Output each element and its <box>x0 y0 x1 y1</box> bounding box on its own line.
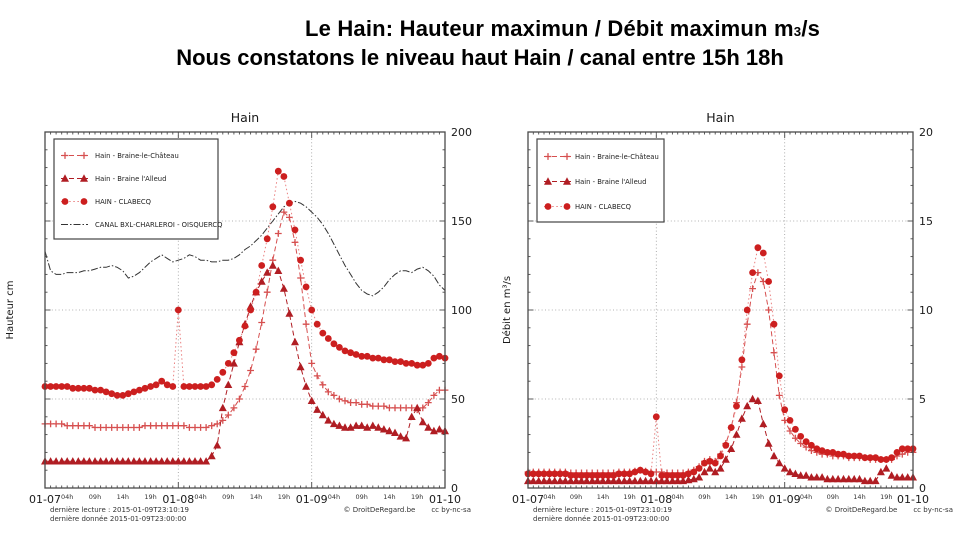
y-tick-label: 10 <box>919 304 933 317</box>
y-tick-label: 200 <box>451 126 472 139</box>
x-hour-label: 19h <box>623 493 635 501</box>
gridlines <box>528 132 913 488</box>
x-hour-label: 09h <box>570 493 582 501</box>
x-hour-label: 19h <box>278 493 290 501</box>
legend-label: Hain - Braine-le-Château <box>95 152 179 160</box>
series-hain-clabecq <box>41 167 449 399</box>
x-hour-label: 14h <box>117 493 129 501</box>
y-tick-label: 150 <box>451 215 472 228</box>
legend-item-hain-braine-l-alleud: Hain - Braine l'Alleud <box>544 177 646 186</box>
x-hour-label: 14h <box>597 493 609 501</box>
series-hain-braine-l-alleud <box>524 394 917 485</box>
license-text: cc by-nc-sa <box>913 506 953 514</box>
last-data-text: dernière donnée 2015-01-09T23:00:00 <box>533 514 670 523</box>
axis-ticks <box>44 131 446 489</box>
legend-label: Hain - Braine-le-Château <box>575 153 659 161</box>
slide-title-line1: Le Hain: Hauteur maximun / Débit maximun… <box>0 16 960 42</box>
y-axis-label: Hauteur cm <box>5 281 16 340</box>
x-hour-label: 14h <box>725 493 737 501</box>
x-hour-label: 09h <box>356 493 368 501</box>
x-day-label: 01-08 <box>162 493 194 506</box>
x-day-label: 01-07 <box>512 493 544 506</box>
legend: Hain - Braine-le-Château Hain - Braine l'… <box>536 138 665 223</box>
x-hour-label: 04h <box>800 493 812 501</box>
x-hour-label: 19h <box>880 493 892 501</box>
series-hain-braine-l-alleud <box>41 261 449 465</box>
axis-labels: 0 5 10 15 20 01-07 01-08 01-09 01-10 04h 09h 14h 19h… <box>512 126 933 506</box>
debit-chart-credits: © DroitDeRegard.be cc by-nc-sa <box>780 506 953 514</box>
legend-box <box>536 138 665 223</box>
x-hour-label: 04h <box>194 493 206 501</box>
slide-title: Le Hain: Hauteur maximun / Débit maximun… <box>0 16 960 71</box>
x-hour-label: 09h <box>698 493 710 501</box>
debit-chart-footnote: dernière lecture : 2015-01-09T23:10:19 d… <box>533 506 672 523</box>
slide-title-line2: Nous constatons le niveau haut Hain / ca… <box>176 45 784 70</box>
x-day-label: 01-09 <box>296 493 328 506</box>
legend-item-hain-clabecq: HAIN - CLABECQ <box>61 198 151 206</box>
legend-item-hain-clabecq: HAIN - CLABECQ <box>544 203 631 211</box>
x-hour-label: 19h <box>752 493 764 501</box>
title-text-a: Le Hain: Hauteur maximun / Débit maximun… <box>304 16 794 41</box>
y-tick-label: 20 <box>919 126 933 139</box>
x-hour-label: 09h <box>222 493 234 501</box>
y-tick-label: 0 <box>451 482 458 495</box>
legend-item-hain-braine-l-alleud: Hain - Braine l'Alleud <box>61 174 166 183</box>
series-hain-braine-le-ch-teau <box>524 269 917 477</box>
debit-chart: 0 5 10 15 20 01-07 01-08 01-09 01-10 04h 09h 14h 19h… <box>501 110 933 506</box>
copyright-text: © DroitDeRegard.be <box>343 506 416 514</box>
legend-item-hain-braine-le-ch-teau: Hain - Braine-le-Château <box>544 153 659 161</box>
hauteur-chart: 0 50 100 150 200 01-07 01-08 01-09 01-10 04h 09h 14… <box>5 110 472 506</box>
axis-ticks <box>527 131 914 489</box>
x-day-label: 01-07 <box>29 493 61 506</box>
x-hour-label: 04h <box>61 493 73 501</box>
x-hour-label: 04h <box>672 493 684 501</box>
x-hour-label: 09h <box>89 493 101 501</box>
legend-label: CANAL BXL-CHARLEROI - OISQUERCQ <box>95 221 222 229</box>
license-text: cc by-nc-sa <box>431 506 471 514</box>
series-hain-braine-le-ch-teau <box>41 208 449 431</box>
axis-labels: 0 50 100 150 200 01-07 01-08 01-09 01-10 04h 09h 14… <box>29 126 472 506</box>
x-hour-label: 19h <box>411 493 423 501</box>
last-reading-text: dernière lecture : 2015-01-09T23:10:19 <box>50 506 189 514</box>
x-hour-label: 04h <box>543 493 555 501</box>
y-tick-label: 0 <box>919 482 926 495</box>
y-tick-label: 5 <box>919 393 926 406</box>
x-day-label: 01-10 <box>897 493 929 506</box>
legend-item-hain-braine-le-ch-teau: Hain - Braine-le-Château <box>61 152 179 160</box>
x-hour-label: 19h <box>144 493 156 501</box>
copyright-text: © DroitDeRegard.be <box>825 506 898 514</box>
x-hour-label: 04h <box>328 493 340 501</box>
chart-title: Hain <box>706 110 734 125</box>
legend: Hain - Braine-le-Château Hain - Braine l'… <box>53 138 222 240</box>
x-day-label: 01-10 <box>429 493 461 506</box>
chart-title: Hain <box>231 110 259 125</box>
y-tick-label: 50 <box>451 393 465 406</box>
series-hain-clabecq <box>524 244 917 479</box>
x-hour-label: 09h <box>827 493 839 501</box>
y-tick-label: 100 <box>451 304 472 317</box>
legend-label: Hain - Braine l'Alleud <box>95 175 166 183</box>
legend-label: HAIN - CLABECQ <box>575 203 631 211</box>
legend-label: HAIN - CLABECQ <box>95 198 151 206</box>
x-hour-label: 14h <box>853 493 865 501</box>
last-data-text: dernière donnée 2015-01-09T23:00:00 <box>50 514 187 523</box>
series-canal-bxl-charleroi-oisquercq <box>44 200 446 297</box>
y-axis-label: Débit en m³/s <box>501 276 513 344</box>
x-day-label: 01-08 <box>640 493 672 506</box>
y-tick-label: 15 <box>919 215 933 228</box>
legend-item-canal-bxl-charleroi-oisquercq: CANAL BXL-CHARLEROI - OISQUERCQ <box>61 221 222 229</box>
title-text-b: /s <box>801 16 821 41</box>
last-reading-text: dernière lecture : 2015-01-09T23:10:19 <box>533 506 672 514</box>
hauteur-chart-footnote: dernière lecture : 2015-01-09T23:10:19 d… <box>50 506 189 523</box>
legend-label: Hain - Braine l'Alleud <box>575 178 646 186</box>
x-day-label: 01-09 <box>769 493 801 506</box>
x-hour-label: 14h <box>250 493 262 501</box>
x-hour-label: 14h <box>383 493 395 501</box>
hauteur-chart-credits: © DroitDeRegard.be cc by-nc-sa <box>295 506 471 514</box>
title-subscript: 3 <box>793 24 802 39</box>
